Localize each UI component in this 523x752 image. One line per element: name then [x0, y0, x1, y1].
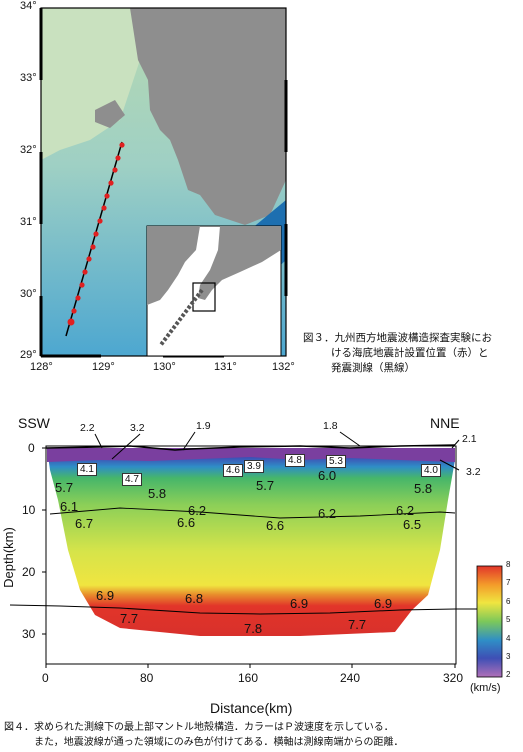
y-axis-label: Depth(km) — [0, 527, 16, 588]
inset-line — [158, 288, 204, 348]
vel-6.9-left: 6.9 — [96, 588, 115, 603]
mid-crust-interface — [49, 507, 456, 519]
lat-tick-33: 33° — [20, 72, 37, 84]
colorbar-tick-7: 7 — [506, 578, 511, 587]
inset-japan — [198, 226, 281, 300]
lat-tick-30: 30° — [20, 288, 37, 300]
colorbar-tick-5: 5 — [506, 615, 511, 624]
x-tick-240: 240 — [340, 671, 361, 685]
lon-tick-128: 128° — [30, 361, 53, 373]
kyushu-land — [130, 8, 286, 225]
figure3-caption-line-2: ける海底地震計設置位置（赤）と — [331, 347, 489, 359]
vel-box-4.8: 4.8 — [285, 454, 305, 467]
vel-box-3.9: 3.9 — [244, 460, 264, 473]
vel-6.1: 6.1 — [60, 499, 79, 514]
vel-label-1.9: 1.9 — [196, 420, 211, 432]
vel-label-3.2-top: 3.2 — [130, 422, 145, 434]
lat-tick-32: 32° — [20, 144, 37, 156]
vel-6.6-mid: 6.6 — [266, 518, 285, 533]
x-tick-0: 0 — [42, 671, 49, 685]
lon-tick-129: 129° — [92, 361, 115, 373]
vel-7.8: 7.8 — [244, 621, 263, 636]
figure3-caption-line-3: 発震測線（黒線） — [331, 362, 415, 374]
vel-label-1.8: 1.8 — [323, 420, 338, 432]
moho-line — [9, 604, 480, 615]
map-canvas — [39, 7, 288, 358]
vel-label-3.2-right: 3.2 — [466, 466, 481, 478]
colorbar-tick-4: 4 — [506, 634, 511, 643]
seafloor-line — [45, 444, 456, 451]
figure3-caption-line-1: 図３．九州西方地震波構造探査実験にお — [303, 332, 492, 344]
vel-5.8-right: 5.8 — [414, 481, 433, 496]
vel-6.8: 6.8 — [185, 591, 204, 606]
x-axis-label: Distance(km) — [210, 700, 293, 716]
vel-box-4.1: 4.1 — [77, 463, 97, 476]
vel-box-4.6: 4.6 — [223, 464, 243, 477]
vel-5.7-mid: 5.7 — [256, 478, 275, 493]
vel-6.9-right: 6.9 — [374, 596, 393, 611]
vel-box-5.3: 5.3 — [326, 455, 346, 468]
vel-5.8-left: 5.8 — [148, 486, 167, 501]
vel-label-2.2: 2.2 — [80, 422, 95, 434]
colorbar-tick-2: 2 — [506, 670, 511, 679]
direction-nne: NNE — [430, 415, 460, 431]
direction-ssw: SSW — [18, 415, 50, 431]
y-tick-10: 10 — [22, 503, 36, 517]
shot-line — [65, 141, 123, 337]
island-1 — [95, 100, 125, 128]
y-tick-0: 0 — [28, 441, 35, 455]
section-canvas — [9, 431, 503, 678]
vel-6.2-mid: 6.2 — [318, 506, 337, 521]
lon-tick-130: 130° — [153, 361, 176, 373]
colorbar-tick-8: 8 — [506, 560, 511, 569]
vel-box-4.0: 4.0 — [421, 464, 441, 477]
x-tick-320: 320 — [443, 671, 464, 685]
vel-6.7: 6.7 — [75, 516, 94, 531]
y-tick-20: 20 — [22, 565, 36, 579]
lon-tick-132: 132° — [272, 361, 295, 373]
vel-6.9-mid: 6.9 — [290, 596, 309, 611]
x-tick-80: 80 — [140, 671, 154, 685]
vel-6.2-left: 6.2 — [188, 503, 207, 518]
lat-tick-34: 34° — [20, 0, 37, 12]
figure4-caption-line-1: 図４．求められた測線下の最上部マントル地殻構造．カラーはＰ波速度を示している． — [4, 722, 394, 733]
obs-stations — [67, 142, 125, 326]
x-tick-160: 160 — [238, 671, 259, 685]
lat-tick-29: 29° — [20, 349, 37, 361]
vel-6.6-left: 6.6 — [177, 515, 196, 530]
vel-6.5: 6.5 — [403, 517, 422, 532]
colorbar-unit: (km/s) — [470, 682, 501, 694]
vel-5.7-left: 5.7 — [55, 480, 74, 495]
inset-box — [192, 282, 216, 312]
sediment-layer — [47, 448, 455, 462]
figure4-section: SSW NNE Depth(km) Distance(km) 0 10 20 3… — [0, 410, 523, 752]
lon-tick-131: 131° — [214, 361, 237, 373]
vel-6.0: 6.0 — [318, 468, 337, 483]
figure3-map: 34° 33° 32° 31° 30° 29° 128° 129° 130° 1… — [0, 0, 523, 375]
colorbar — [476, 565, 503, 678]
inset-continent — [147, 226, 200, 305]
lat-tick-31: 31° — [20, 216, 37, 228]
vel-label-2.1: 2.1 — [462, 433, 477, 445]
vel-6.2-right: 6.2 — [396, 503, 415, 518]
vel-7.7-left: 7.7 — [120, 611, 139, 626]
vel-7.7-right: 7.7 — [348, 617, 367, 632]
y-tick-30: 30 — [22, 627, 36, 641]
colorbar-tick-3: 3 — [506, 652, 511, 661]
vel-box-4.7: 4.7 — [122, 473, 142, 486]
velocity-region — [47, 448, 455, 636]
colorbar-tick-6: 6 — [506, 597, 511, 606]
figure4-caption-line-2: また，地震波線が通った領域にのみ色が付けてある．横軸は測線南端からの距離． — [34, 737, 404, 748]
